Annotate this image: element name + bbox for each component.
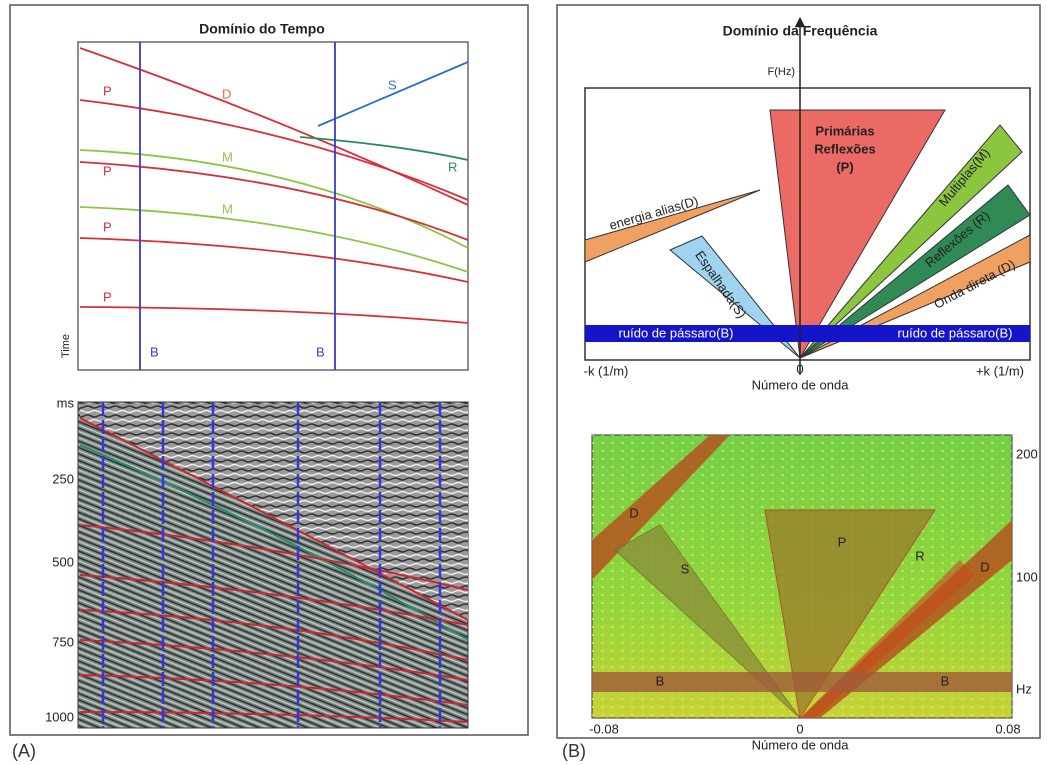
event-label: D (222, 86, 231, 101)
event-label: R (915, 548, 924, 563)
wedge-label: Reflexões (814, 141, 875, 156)
y-tick-label: 100 (1016, 569, 1038, 584)
panel-caption: (A) (12, 741, 36, 761)
time-plot (78, 42, 468, 370)
wedge-label: (P) (836, 159, 853, 174)
event-label: R (448, 159, 457, 174)
event-label: P (103, 219, 112, 234)
event-label: D (629, 505, 638, 520)
y-tick-label: 250 (52, 471, 74, 486)
panel-caption: (B) (562, 741, 586, 761)
page: { "panel_a": { "caption": "(A)", "time_d… (0, 0, 1047, 765)
event-label: P (838, 534, 847, 549)
event-label: P (103, 289, 112, 304)
event-label: M (222, 149, 233, 164)
x-axis-label: Número de onda (752, 377, 850, 392)
wedge-label: Primárias (815, 123, 874, 138)
y-tick-label: 500 (52, 554, 74, 569)
y-tick-label: 200 (1016, 446, 1038, 461)
x-tick-label: -k (1/m) (584, 363, 629, 378)
y-tick-label: 1000 (45, 709, 74, 724)
band-label: ruído de pássaro(B) (898, 325, 1013, 340)
x-tick-label: +k (1/m) (976, 363, 1024, 378)
x-tick-label: 0.08 (995, 721, 1020, 736)
y-tick-label: ms (57, 395, 75, 410)
panel-title: Domínio do Tempo (199, 21, 325, 37)
event-label: P (103, 163, 112, 178)
axis-label: Time (60, 334, 72, 358)
x-axis-label: Número de onda (752, 737, 850, 752)
figure: Domínio do Tempo P D S M R P M P P B B T… (0, 0, 1047, 765)
event-label: M (222, 201, 233, 216)
x-tick-label: -0.08 (589, 721, 619, 736)
axis-label: F(Hz) (768, 66, 796, 78)
event-label: P (103, 83, 112, 98)
event-label: S (681, 561, 690, 576)
band-label: ruído de pássaro(B) (619, 325, 734, 340)
event-label: S (388, 77, 397, 92)
event-label: D (980, 559, 989, 574)
bird-label: B (316, 344, 325, 359)
panel-title: Domínio da Frequência (723, 23, 878, 39)
y-tick-label: 750 (52, 634, 74, 649)
bird-label: B (150, 344, 159, 359)
x-tick-label: 0 (796, 361, 803, 376)
event-label: B (941, 673, 950, 688)
x-tick-label: 0 (796, 721, 803, 736)
event-label: B (656, 673, 665, 688)
y-tick-label: Hz (1016, 681, 1032, 696)
